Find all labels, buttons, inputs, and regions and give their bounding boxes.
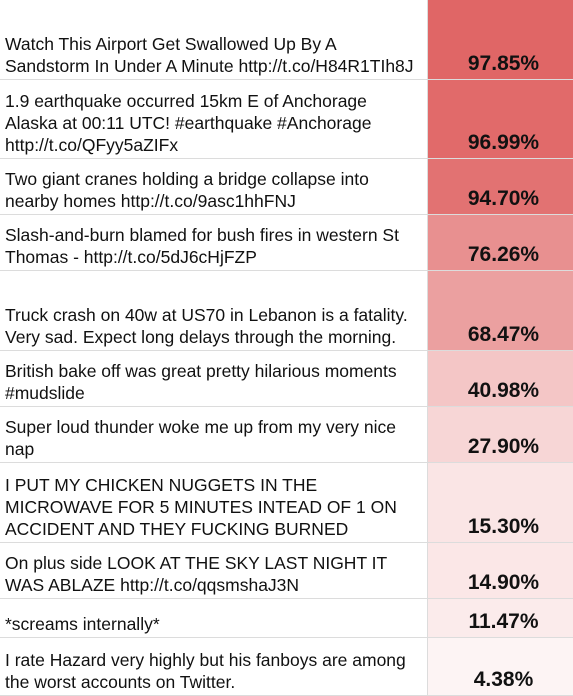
tweet-text-cell: I PUT MY CHICKEN NUGGETS IN THE MICROWAV… [0,462,428,542]
score-cell: 76.26% [428,214,573,270]
score-cell: 27.90% [428,406,573,462]
table-row: Watch This Airport Get Swallowed Up By A… [0,0,573,79]
score-cell: 14.90% [428,542,573,598]
tweet-text-cell: Slash-and-burn blamed for bush fires in … [0,214,428,270]
table-row: Two giant cranes holding a bridge collap… [0,158,573,214]
table-row: *screams internally*11.47% [0,598,573,637]
score-cell: 94.70% [428,158,573,214]
table-row: I rate Hazard very highly but his fanboy… [0,637,573,695]
table-row: I PUT MY CHICKEN NUGGETS IN THE MICROWAV… [0,462,573,542]
score-cell: 4.38% [428,637,573,695]
tweet-text-cell: Super loud thunder woke me up from my ve… [0,406,428,462]
tweet-text-cell: Two giant cranes holding a bridge collap… [0,158,428,214]
score-cell: 40.98% [428,350,573,406]
table-row: Truck crash on 40w at US70 in Lebanon is… [0,270,573,350]
tweet-text-cell: I rate Hazard very highly but his fanboy… [0,637,428,695]
tweet-text-cell: *screams internally* [0,598,428,637]
score-cell: 11.47% [428,598,573,637]
table-row: Super loud thunder woke me up from my ve… [0,406,573,462]
table-row: British bake off was great pretty hilari… [0,350,573,406]
table-row: 1.9 earthquake occurred 15km E of Anchor… [0,79,573,158]
tweet-text-cell: Watch This Airport Get Swallowed Up By A… [0,0,428,79]
tweet-text-cell: On plus side LOOK AT THE SKY LAST NIGHT … [0,542,428,598]
score-cell: 97.85% [428,0,573,79]
score-cell: 68.47% [428,270,573,350]
score-cell: 15.30% [428,462,573,542]
tweet-text-cell: British bake off was great pretty hilari… [0,350,428,406]
score-cell: 96.99% [428,79,573,158]
tweet-text-cell: Truck crash on 40w at US70 in Lebanon is… [0,270,428,350]
table-row: On plus side LOOK AT THE SKY LAST NIGHT … [0,542,573,598]
tweet-text-cell: 1.9 earthquake occurred 15km E of Anchor… [0,79,428,158]
table-row: Slash-and-burn blamed for bush fires in … [0,214,573,270]
